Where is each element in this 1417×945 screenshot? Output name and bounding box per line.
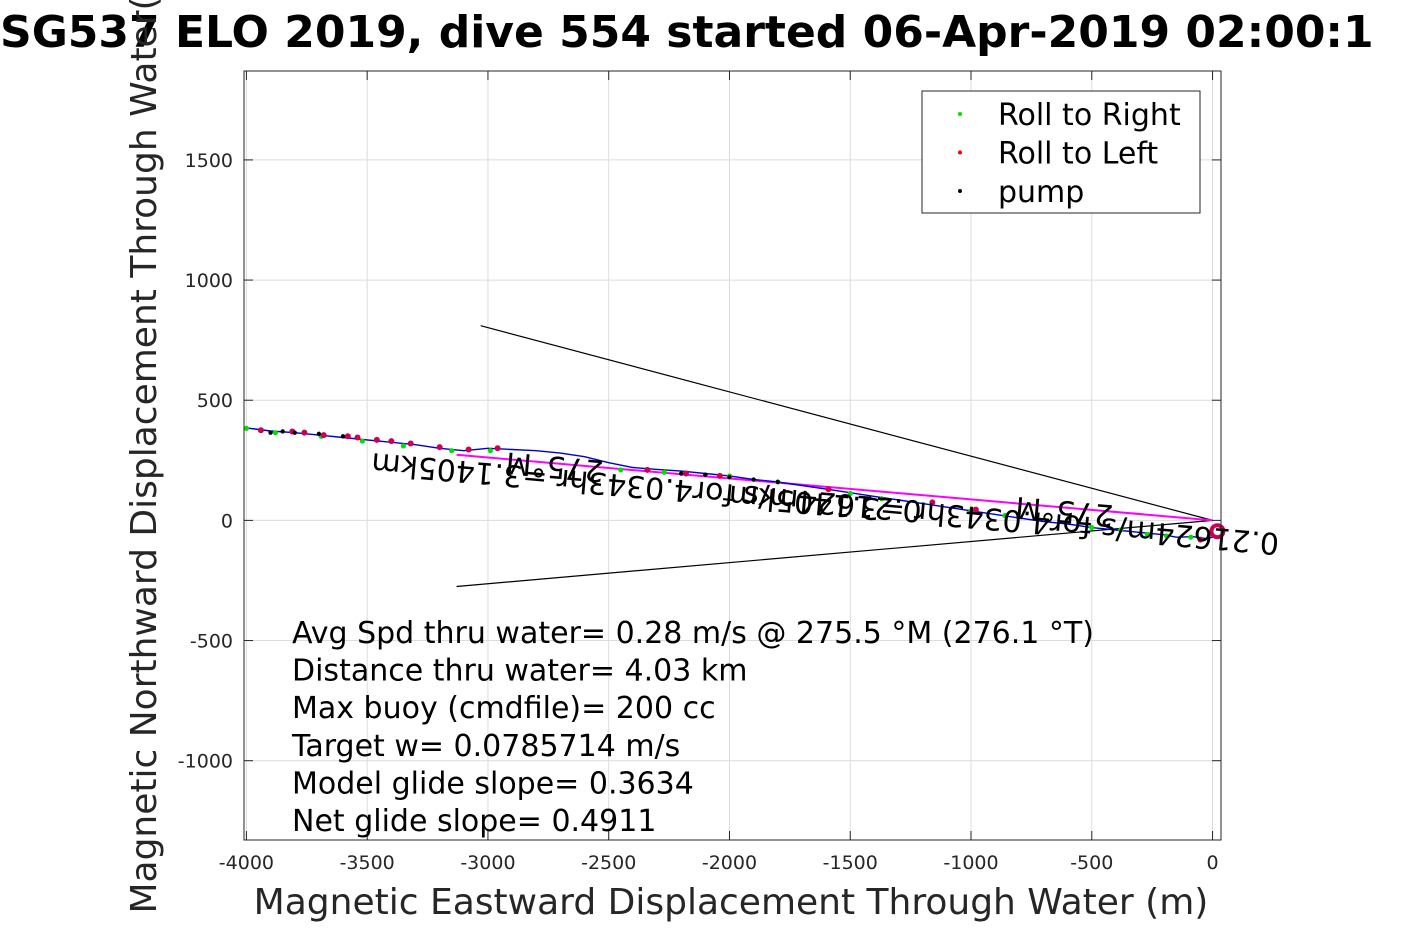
x-tick-label: -4000: [219, 852, 274, 874]
roll-left-point: [1197, 536, 1204, 543]
roll-right-point: [618, 467, 624, 473]
axis-ticks: -4000 -3500 -3000 -2500 -2000 -1500 -1000 -500 0…: [178, 71, 1221, 874]
grid-lines: [244, 71, 1221, 840]
roll-right-point: [968, 508, 974, 514]
roll-right-point: [487, 448, 493, 454]
roll-left-point: [825, 486, 832, 493]
stats-line: Max buoy (cmdfile)= 200 cc: [292, 691, 716, 726]
legend-box: [921, 90, 1201, 214]
y-tick-label: 1000: [185, 270, 233, 292]
x-tick-label: -2000: [702, 852, 757, 874]
roll-right-point: [400, 443, 407, 449]
pump-point: [775, 479, 780, 485]
roll-right-point: [847, 490, 853, 497]
roll-left-point: [644, 466, 651, 473]
legend-label: Roll to Left: [998, 137, 1158, 172]
roll-right-point: [1089, 524, 1095, 531]
pump-point: [727, 474, 732, 480]
x-axis-label: Magnetic Eastward Displacement Through W…: [254, 882, 1209, 923]
roll-left-point: [407, 440, 414, 447]
roll-left-point: [972, 506, 979, 513]
current-line: [456, 453, 1213, 522]
y-tick-label: -1000: [178, 751, 233, 773]
roll-right-point: [1144, 531, 1150, 537]
plot-area-frame: [243, 70, 1222, 841]
pump-point: [280, 429, 285, 434]
pump-point: [268, 430, 273, 435]
pump-point: [340, 434, 346, 439]
x-tick-label: 0: [1206, 852, 1218, 874]
legend-marker: [958, 112, 962, 116]
legend-label: Roll to Right: [998, 98, 1181, 133]
track-annotation: 275°M: [1014, 489, 1115, 532]
roll-right-point: [272, 430, 278, 436]
roll-left-point: [929, 499, 936, 506]
roll-left-point: [301, 429, 308, 436]
roll-left-point: [436, 444, 443, 451]
y-tick-label: -500: [190, 631, 233, 653]
roll-left-point: [354, 434, 361, 441]
roll-right-point: [1118, 527, 1124, 533]
x-tick-label: -3000: [460, 852, 515, 874]
roll-left-point: [683, 470, 690, 477]
roll-left-point: [465, 446, 472, 453]
pump-point: [703, 472, 708, 477]
y-axis-label: Magnetic Northward Displacement Through …: [124, 0, 165, 914]
roll-right-point: [1164, 533, 1170, 539]
roll-left-point: [320, 432, 327, 439]
x-tick-label: -1000: [943, 852, 998, 874]
roll-right-point: [359, 438, 365, 444]
roll-right-point: [449, 448, 455, 454]
legend-marker: [958, 150, 962, 155]
y-tick-label: 500: [197, 390, 233, 412]
roll-left-point: [388, 438, 395, 445]
cone-line: [480, 325, 1213, 521]
roll-right-point: [1002, 512, 1008, 519]
pump-point: [678, 471, 684, 476]
roll-right-point: [243, 425, 250, 431]
roll-left-point: [716, 472, 723, 479]
endpoint-marker: [1209, 523, 1226, 540]
stats-line: Target w= 0.0785714 m/s: [291, 729, 680, 764]
stats-line: Model glide slope= 0.3634: [292, 766, 694, 801]
roll-right-point: [879, 496, 885, 502]
track-annotation: 275°M: [504, 444, 605, 487]
x-tick-label: -500: [1070, 852, 1113, 874]
roll-right-point: [661, 469, 667, 475]
stats-line: Distance thru water= 4.03 km: [292, 654, 747, 689]
x-tick-label: -2500: [581, 852, 636, 874]
chart-title: SG537 ELO 2019, dive 554 started 06-Apr-…: [0, 7, 1374, 58]
roll-left-point: [257, 427, 264, 434]
cone-line: [456, 519, 1213, 588]
pump-point: [316, 431, 322, 437]
y-tick-label: 0: [221, 510, 233, 532]
stats-line: Avg Spd thru water= 0.28 m/s @ 275.5 °M …: [292, 616, 1094, 651]
roll-left-point: [373, 436, 380, 443]
x-tick-label: -1500: [823, 852, 878, 874]
pump-point: [292, 430, 297, 435]
x-tick-label: -3500: [340, 852, 395, 874]
y-tick-label: 1500: [185, 150, 233, 172]
legend-marker: [958, 189, 962, 193]
legend-label: pump: [998, 175, 1084, 210]
roll-right-point: [1188, 534, 1194, 540]
pump-point: [751, 477, 756, 482]
stats-line: Net glide slope= 0.4911: [292, 804, 656, 839]
stats-box: Avg Spd thru water= 0.28 m/s @ 275.5 °M …: [291, 616, 1094, 839]
roll-left-point: [344, 433, 351, 440]
roll-left-point: [494, 445, 501, 452]
